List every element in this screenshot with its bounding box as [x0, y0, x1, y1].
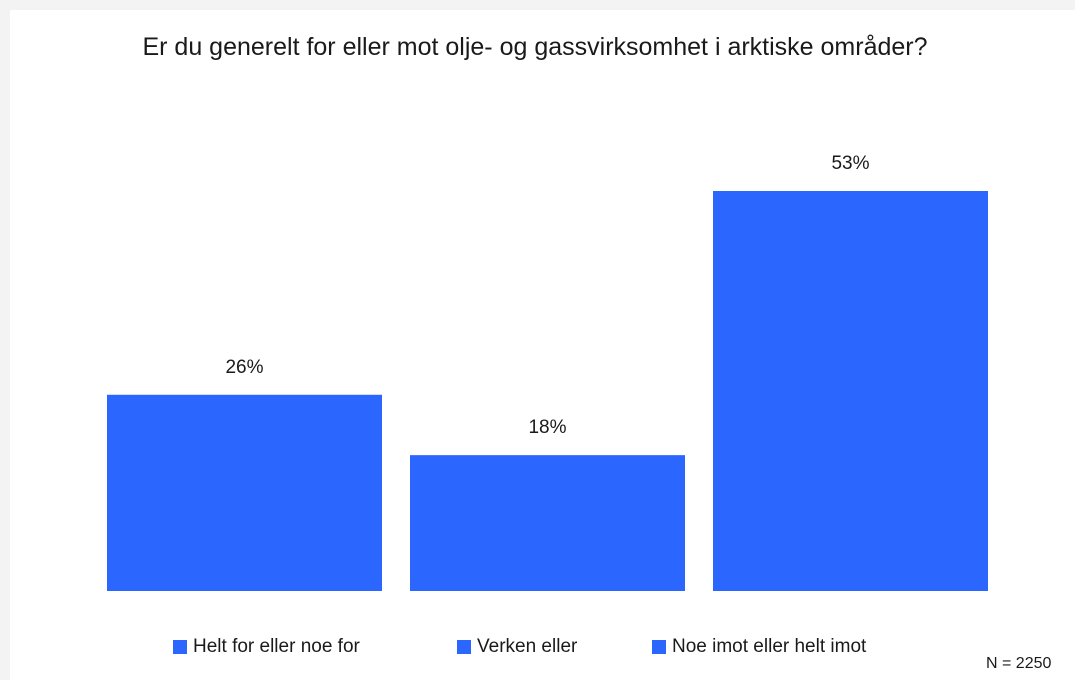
data-label: 18%: [528, 417, 566, 438]
data-label: 53%: [831, 153, 869, 174]
legend-label: Helt for eller noe for: [193, 636, 361, 657]
data-label: 26%: [225, 357, 263, 378]
legend-swatch: [652, 640, 666, 654]
legend-label: Verken eller: [477, 636, 578, 657]
legend-label: Noe imot eller helt imot: [672, 636, 867, 657]
chart-title: Er du generelt for eller mot olje- og ga…: [142, 33, 928, 61]
bar: [107, 394, 382, 591]
legend-swatch: [173, 640, 187, 654]
bar: [713, 191, 988, 591]
annotation: N = 2250: [986, 655, 1052, 672]
bar: [410, 455, 685, 591]
legend-swatch: [457, 640, 471, 654]
